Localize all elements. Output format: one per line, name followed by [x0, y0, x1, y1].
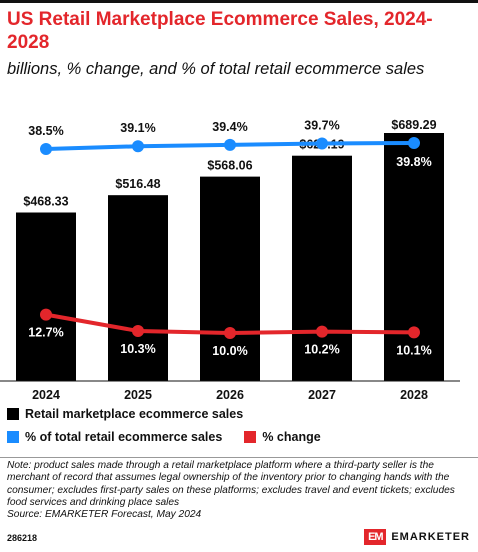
x-tick-2025: 2025	[124, 388, 152, 400]
label-share-2026: 39.4%	[212, 120, 247, 134]
bar-2028	[384, 133, 444, 381]
brand-logo-icon: EM	[364, 529, 387, 545]
label-share-2027: 39.7%	[304, 118, 339, 132]
point-share-2027	[316, 137, 328, 150]
label-change-2024: 12.7%	[28, 326, 63, 340]
label-share-2028: 39.8%	[396, 155, 431, 169]
legend-item-share: % of total retail ecommerce sales	[7, 430, 222, 444]
footnote: Note: product sales made through a retai…	[7, 460, 473, 521]
legend-label-share: % of total retail ecommerce sales	[25, 430, 223, 444]
chart-title: US Retail Marketplace Ecommerce Sales, 2…	[7, 9, 433, 53]
label-share-2025: 39.1%	[120, 121, 155, 135]
x-tick-2026: 2026	[216, 388, 244, 400]
bar-label-2025: $516.48	[115, 177, 160, 191]
label-change-2026: 10.0%	[212, 344, 247, 358]
point-change-2026	[224, 327, 236, 339]
bar-2024	[16, 212, 76, 381]
source-text: Source: EMARKETER Forecast, May 2024	[7, 509, 202, 521]
legend-swatch-sales	[7, 408, 19, 420]
point-share-2024	[40, 143, 52, 155]
point-share-2026	[224, 138, 236, 151]
legend-label-sales: Retail marketplace ecommerce sales	[25, 407, 244, 421]
top-rule	[0, 0, 478, 3]
point-change-2027	[316, 325, 328, 338]
legend-row-1: Retail marketplace ecommerce sales	[7, 407, 265, 421]
label-change-2027: 10.2%	[304, 343, 339, 357]
brand-name: EMARKETER	[391, 531, 470, 543]
x-tick-2028: 2028	[400, 388, 428, 400]
label-change-2028: 10.1%	[396, 343, 431, 357]
legend-swatch-change	[244, 431, 257, 443]
legend-swatch-share	[7, 431, 19, 443]
bar-label-2028: $689.29	[391, 118, 436, 132]
point-share-2028	[408, 137, 420, 150]
bar-2026	[200, 176, 260, 381]
bar-label-2024: $468.33	[23, 194, 68, 208]
legend-row-2: % of total retail ecommerce sales % chan…	[7, 430, 343, 444]
point-share-2025	[132, 140, 144, 153]
chart-id: 286218	[7, 533, 38, 543]
chart-subtitle: billions, % change, and % of total retai…	[7, 60, 425, 78]
point-change-2025	[132, 324, 144, 337]
x-tick-2024: 2024	[32, 388, 60, 400]
label-change-2025: 10.3%	[120, 342, 155, 356]
bar-2027	[292, 155, 352, 381]
bar-2025	[108, 195, 168, 381]
label-share-2024: 38.5%	[28, 124, 63, 138]
note-text: Note: product sales made through a retai…	[7, 460, 455, 508]
note-divider	[0, 457, 478, 458]
point-change-2024	[40, 308, 52, 321]
brand: EM EMARKETER	[364, 529, 470, 545]
legend-label-change: % change	[262, 430, 321, 444]
bar-label-2026: $568.06	[207, 159, 252, 173]
point-change-2028	[408, 326, 420, 339]
combo-chart: $468.33$516.48$568.06$626.19$689.2920242…	[0, 118, 460, 400]
legend-item-change: % change	[244, 430, 321, 444]
legend-item-sales: Retail marketplace ecommerce sales	[7, 407, 243, 421]
x-tick-2027: 2027	[308, 388, 336, 400]
